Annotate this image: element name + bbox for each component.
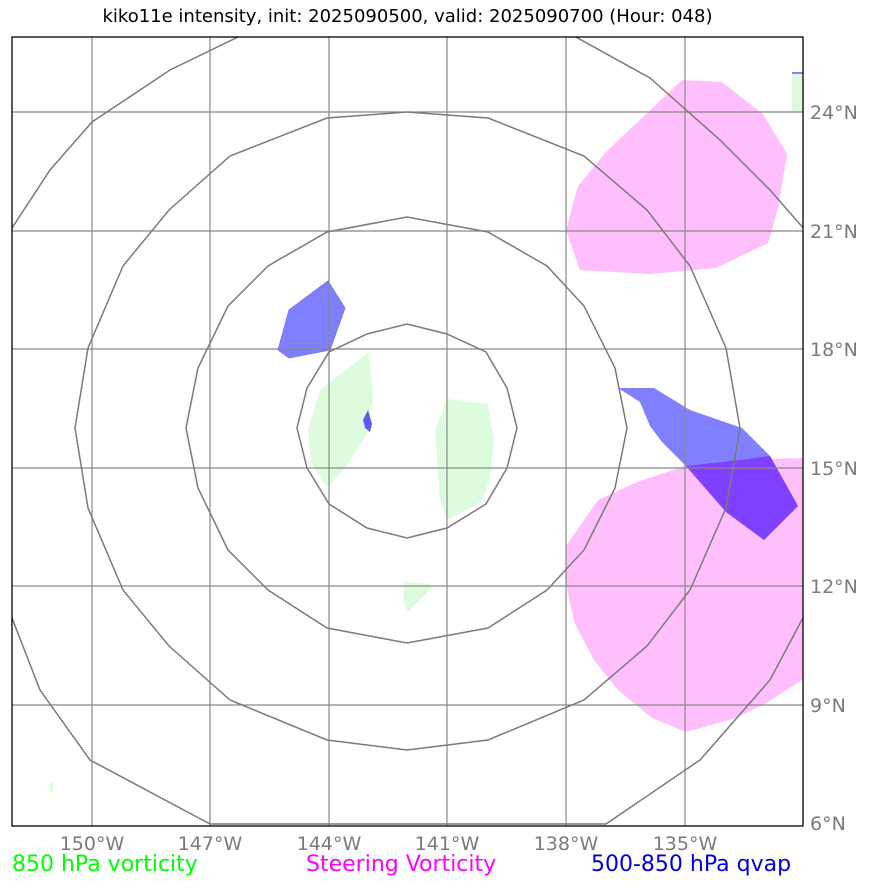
- y-tick-label: 15°N: [810, 458, 858, 480]
- vorticity-850-area-southwest: [50, 782, 53, 792]
- y-tick-label: 18°N: [810, 339, 858, 361]
- vorticity-850-area-south: [403, 582, 432, 612]
- range-ring-4: [12, 37, 803, 825]
- steering-vorticity-area-south: [565, 458, 803, 732]
- x-tick-label: 138°W: [534, 833, 599, 855]
- x-tick-label: 135°W: [653, 833, 718, 855]
- qvap-steering-overlap: [686, 456, 798, 540]
- map-title: kiko11e intensity, init: 2025090500, val…: [102, 6, 713, 27]
- y-tick-label: 9°N: [810, 695, 846, 717]
- legend-qvap: 500-850 hPa qvap: [591, 852, 792, 877]
- legend-850-vorticity: 850 hPa vorticity: [12, 852, 198, 877]
- y-tick-label: 6°N: [810, 813, 846, 835]
- x-tick-label: 141°W: [415, 833, 480, 855]
- vorticity-850-area-west: [308, 352, 373, 488]
- vorticity-850-area-east: [435, 399, 494, 520]
- qvap-area-northwest: [277, 280, 346, 359]
- y-tick-label: 21°N: [810, 221, 858, 243]
- vorticity-850-area-northeast: [792, 72, 803, 112]
- range-ring-2: [185, 216, 628, 644]
- range-rings: [12, 37, 803, 825]
- graticule: [12, 37, 803, 826]
- x-tick-label: 147°W: [178, 833, 243, 855]
- range-ring-1: [296, 323, 518, 539]
- range-ring-3: [74, 111, 741, 751]
- y-tick-label: 24°N: [810, 102, 858, 124]
- y-tick-label: 12°N: [810, 576, 858, 598]
- qvap-area-northeast-edge: [792, 72, 803, 74]
- plot-frame: [11, 36, 804, 827]
- qvap-area-center: [363, 410, 372, 432]
- x-tick-label: 150°W: [60, 833, 125, 855]
- x-tick-label: 144°W: [297, 833, 362, 855]
- legend-steering-vorticity: Steering Vorticity: [306, 852, 497, 877]
- steering-vorticity-area-north: [566, 80, 787, 274]
